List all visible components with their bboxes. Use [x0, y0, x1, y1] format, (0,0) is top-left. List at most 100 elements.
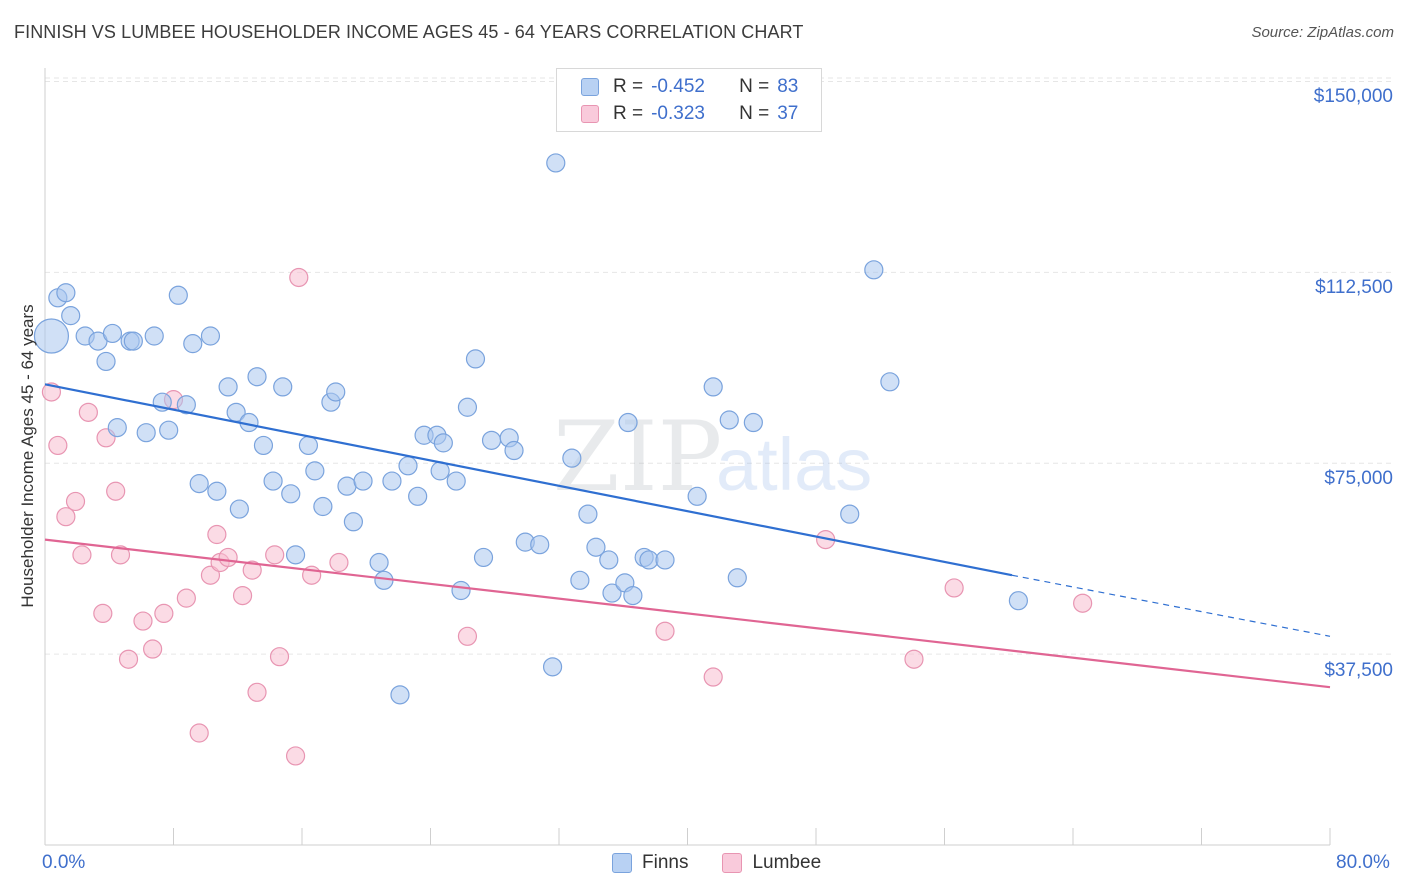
finns-point — [1008, 591, 1028, 611]
legend-n-label: N = — [739, 76, 770, 97]
lumbee-point — [247, 682, 267, 702]
finns-point — [107, 418, 127, 438]
finns-point — [281, 484, 301, 504]
finns-point — [703, 377, 723, 397]
finns-point — [200, 326, 221, 346]
lumbee-points — [41, 267, 1093, 766]
finns-point — [353, 471, 373, 491]
finns-point — [298, 435, 319, 456]
legend-r-value: -0.323 — [651, 103, 705, 124]
finns-point — [285, 545, 306, 565]
finns-point — [102, 323, 123, 344]
finns-point — [727, 568, 747, 588]
finns-point — [639, 550, 659, 570]
legend-label-lumbee: Lumbee — [752, 852, 822, 873]
lumbee-point — [133, 611, 153, 631]
finns-point — [743, 412, 763, 433]
y-tick-label: $75,000 — [1324, 468, 1393, 489]
watermark-atlas: atlas — [716, 423, 872, 506]
x-tick-label: 0.0% — [42, 852, 86, 873]
lumbee-point — [78, 402, 98, 422]
finns-point — [623, 585, 643, 606]
lumbee-trendline — [44, 538, 1331, 689]
finns-point — [61, 306, 81, 326]
finns-point — [408, 486, 428, 506]
lumbee-point — [143, 639, 163, 659]
finns-point — [207, 481, 227, 501]
chart-title: FINNISH VS LUMBEE HOUSEHOLDER INCOME AGE… — [14, 22, 804, 42]
finns-point — [546, 153, 566, 173]
lumbee-swatch — [581, 105, 599, 123]
lumbee-point — [218, 547, 238, 568]
lumbee-point — [289, 267, 309, 288]
legend-item-finns: Finns — [612, 852, 688, 874]
lumbee-point — [118, 649, 139, 669]
finns-point — [168, 285, 188, 305]
lumbee-point — [207, 524, 227, 545]
finns-point — [123, 331, 143, 351]
finns-point — [602, 583, 622, 603]
lumbee-point — [242, 560, 262, 580]
lumbee-point — [200, 565, 221, 585]
legend-label-finns: Finns — [642, 852, 689, 873]
finns-point — [562, 448, 582, 468]
finns-point — [183, 334, 203, 354]
lumbee-point — [1073, 593, 1093, 613]
finns-point — [189, 474, 209, 494]
legend-r-value: -0.452 — [651, 76, 705, 97]
finns-swatch — [581, 78, 599, 96]
lumbee-point — [703, 667, 723, 687]
finns-point — [840, 504, 860, 524]
finns-point — [313, 496, 333, 517]
finns-point — [159, 420, 179, 440]
finns-point — [247, 367, 267, 387]
finns-point — [343, 512, 363, 532]
finns-point — [457, 397, 478, 417]
finns-point — [369, 552, 389, 573]
y-tick-label: $112,500 — [1315, 277, 1393, 298]
finns-point — [586, 537, 606, 557]
finns-point — [398, 456, 418, 476]
finns-points — [33, 153, 1028, 705]
lumbee-point — [285, 746, 306, 766]
finns-point — [326, 382, 346, 402]
finns-point — [530, 535, 550, 555]
lumbee-swatch — [722, 853, 743, 873]
lumbee-point — [48, 435, 68, 456]
y-axis-label: Householder Income Ages 45 - 64 years — [18, 304, 37, 608]
finns-point — [337, 476, 357, 496]
finns-point — [144, 326, 164, 346]
source-credit: Source: ZipAtlas.com — [1251, 24, 1394, 41]
axes — [44, 68, 1331, 846]
legend-item-lumbee: Lumbee — [722, 852, 821, 874]
lumbee-point — [904, 649, 924, 669]
lumbee-point — [232, 585, 253, 606]
finns-point — [433, 433, 453, 453]
finns-point — [96, 351, 116, 372]
lumbee-point — [944, 578, 964, 598]
finns-point — [687, 486, 707, 506]
lumbee-point — [457, 626, 478, 646]
finns-trendline-extension — [1011, 574, 1331, 637]
finns-point — [719, 410, 739, 430]
legend-r-label: R = — [613, 103, 644, 124]
legend-row-finns: R = -0.452 N = 83 — [581, 76, 798, 98]
finns-point — [446, 471, 466, 491]
finns-point — [504, 440, 524, 461]
finns-point — [305, 461, 325, 481]
finns-point — [864, 260, 884, 280]
finns-point — [176, 395, 196, 415]
finns-point — [570, 570, 590, 590]
lumbee-point — [110, 545, 131, 565]
lumbee-point — [56, 507, 76, 527]
finns-point — [382, 471, 402, 491]
correlation-legend: R = -0.452 N = 83 R = -0.323 N = 37 — [556, 68, 822, 132]
y-tick-label: $150,000 — [1313, 86, 1393, 107]
finns-point — [218, 377, 238, 397]
finns-point — [473, 547, 494, 568]
series-legend: Finns Lumbee — [612, 852, 855, 874]
lumbee-point — [269, 647, 290, 667]
finns-point — [451, 580, 471, 601]
legend-r-label: R = — [613, 76, 644, 97]
